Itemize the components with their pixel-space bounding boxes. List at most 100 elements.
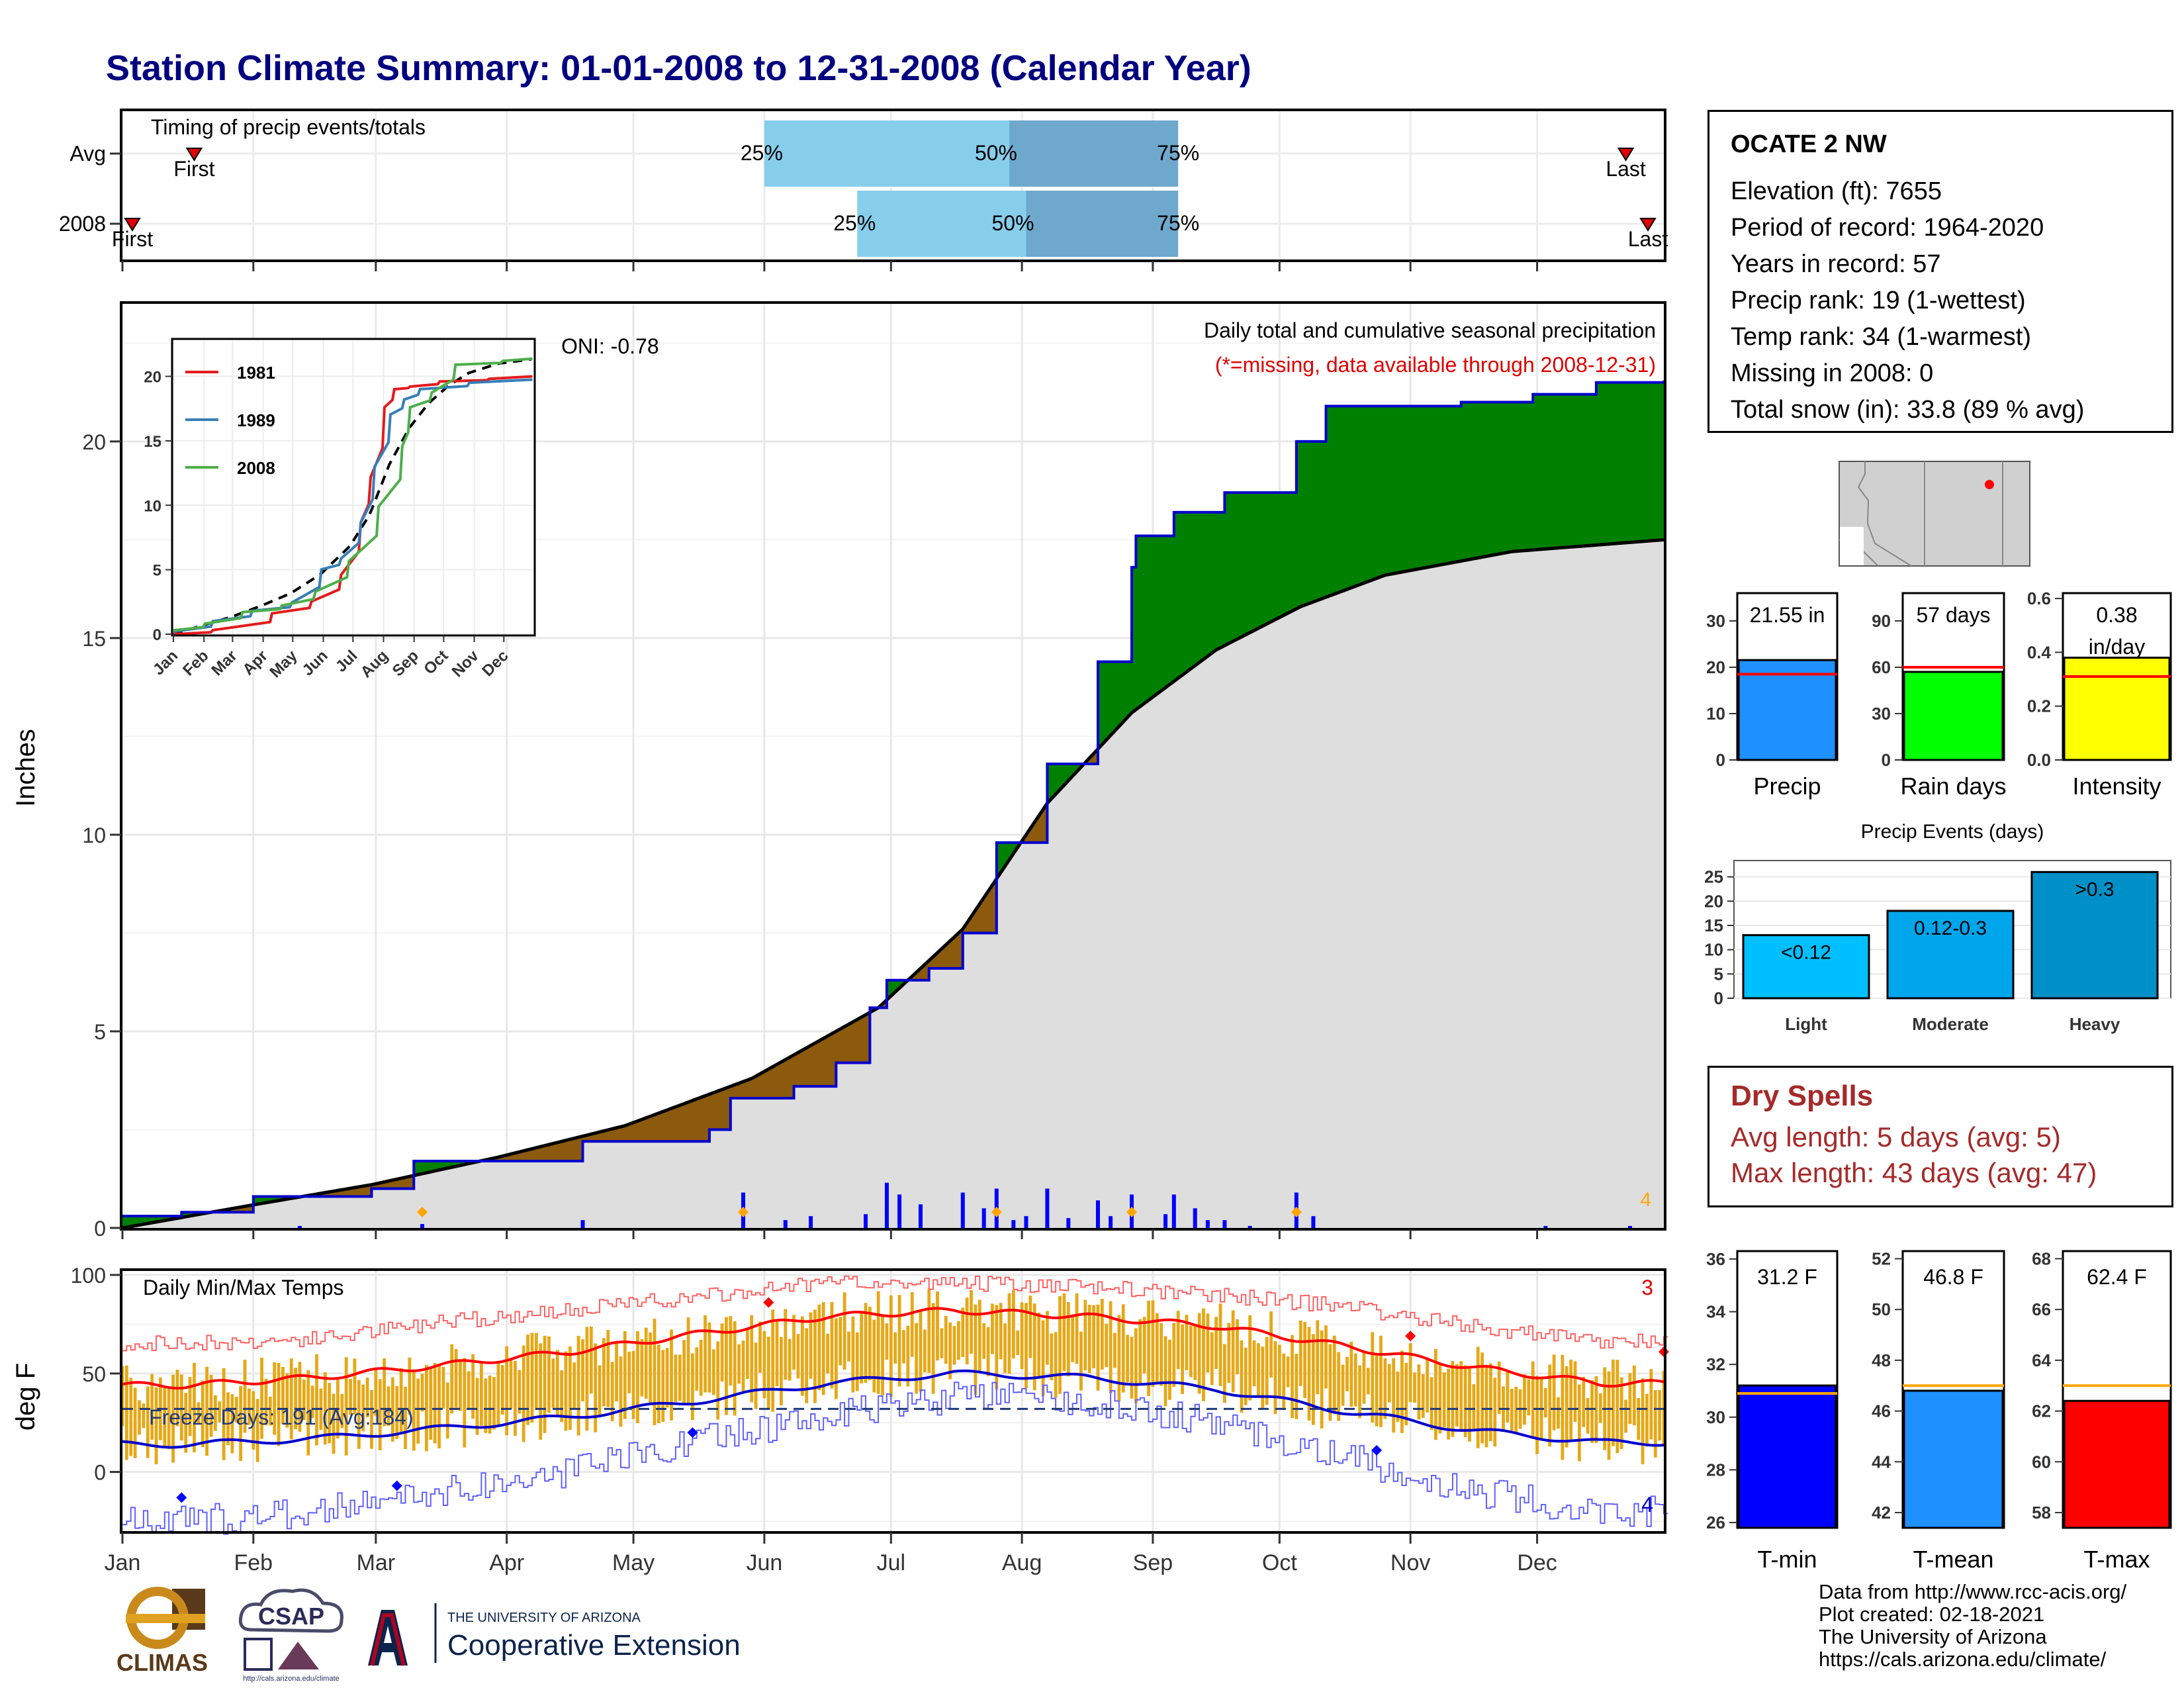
temp-day-bar <box>1552 1354 1556 1430</box>
temp-day-bar <box>1003 1323 1007 1374</box>
timing-bar-upper <box>1009 120 1179 187</box>
temp-day-bar <box>1417 1364 1421 1420</box>
temp-day-bar <box>1468 1367 1471 1442</box>
temp-day-bar <box>260 1358 263 1439</box>
temp-day-bar <box>1210 1332 1214 1385</box>
heavy-event-marker <box>737 1207 749 1217</box>
temp-day-bar <box>277 1362 281 1446</box>
dry-spells-avg: Avg length: 5 days (avg: 5) <box>1731 1121 2061 1152</box>
temp-day-bar <box>209 1374 213 1437</box>
temp-summary-tick-label: 42 <box>1872 1503 1891 1523</box>
month-label: Jul <box>877 1550 905 1575</box>
month-label: Apr <box>489 1550 524 1575</box>
summary-tick-label: 10 <box>1706 704 1725 724</box>
temp-day-bar <box>842 1292 846 1370</box>
temp-day-bar <box>670 1329 673 1421</box>
record-min-line <box>122 1382 1668 1535</box>
temp-summary-value-label: 31.2 F <box>1757 1265 1817 1289</box>
temp-day-bar <box>944 1315 948 1364</box>
temp-day-bar <box>1362 1352 1366 1404</box>
y-tick-label: 0 <box>94 1461 106 1485</box>
temp-day-bar <box>1573 1361 1577 1422</box>
temp-day-bar <box>310 1385 314 1419</box>
temp-day-bar <box>1341 1364 1345 1406</box>
temp-day-bar <box>627 1351 631 1393</box>
state-border <box>1857 461 1912 567</box>
temp-day-bar <box>1447 1368 1450 1440</box>
timing-panel: Timing of precip events/totals Avg 25% 50%… <box>59 109 1668 271</box>
temp-day-bar <box>179 1374 183 1441</box>
temp-day-bar <box>1430 1377 1433 1430</box>
heavy-event-marker <box>1291 1207 1302 1217</box>
temp-day-bar <box>1295 1354 1298 1419</box>
credit-line: Plot created: 02-18-2021 <box>1819 1603 2045 1626</box>
temp-day-bar <box>1096 1304 1100 1391</box>
temp-day-bar <box>298 1362 302 1432</box>
temp-day-bar <box>1303 1322 1307 1399</box>
temp-day-bar <box>644 1327 648 1399</box>
y-tick-label: 0 <box>94 1217 106 1241</box>
daily-precip-bar <box>1109 1216 1113 1228</box>
station-line: Precip rank: 19 (1-wettest) <box>1731 287 2026 314</box>
summary-bar <box>2063 657 2171 761</box>
temp-day-bar <box>640 1339 644 1397</box>
summary-tick-label: 90 <box>1872 611 1891 631</box>
temp-day-bar <box>766 1336 770 1409</box>
temp-day-bar <box>678 1354 682 1401</box>
timing-row-label: Avg <box>69 142 106 165</box>
precip-events-chart: Precip Events (days) 0 5 10 15 20 25 <0.12 Ligh… <box>1704 821 2171 1034</box>
summary-category-label: Precip <box>1753 773 1821 800</box>
temp-day-bar <box>885 1323 889 1360</box>
temp-day-bar <box>1197 1313 1201 1394</box>
temp-day-bar <box>1062 1293 1066 1372</box>
svg-text:CSAP: CSAP <box>258 1603 324 1630</box>
temp-day-bar <box>560 1370 564 1423</box>
temp-day-bar <box>788 1338 792 1381</box>
events-category-label: Heavy <box>2070 1014 2120 1034</box>
temp-day-bar <box>1442 1372 1446 1428</box>
temp-day-bar <box>1349 1341 1353 1407</box>
temp-summary-tick-label: 52 <box>1872 1249 1891 1269</box>
month-label: Dec <box>1517 1550 1557 1575</box>
temp-day-bar <box>805 1328 809 1403</box>
temp-day-bar <box>589 1326 593 1394</box>
timing-frame <box>120 109 1666 262</box>
summary-tick-label: 30 <box>1872 704 1891 724</box>
temp-day-bar <box>957 1321 960 1360</box>
summary-tick-label: 0 <box>1882 750 1891 770</box>
temp-summary-bar <box>1737 1384 1837 1529</box>
daily-precip-bar <box>981 1208 986 1228</box>
temp-day-bar <box>1426 1357 1430 1413</box>
temp-day-bar <box>268 1396 272 1426</box>
temp-day-bar <box>1383 1358 1387 1419</box>
temp-day-bar <box>222 1368 226 1460</box>
temp-day-bar <box>433 1362 437 1444</box>
temp-day-bar <box>340 1393 344 1429</box>
record-max-line <box>122 1275 1668 1352</box>
avg-min-line <box>122 1369 1664 1449</box>
svg-text:THE UNIVERSITY OF ARIZONA: THE UNIVERSITY OF ARIZONA <box>447 1611 641 1625</box>
heavy-event-marker <box>417 1207 428 1217</box>
temp-day-bar <box>213 1395 217 1431</box>
temp-day-bar <box>505 1346 509 1436</box>
events-tick-label: 10 <box>1704 940 1723 960</box>
temp-day-bar <box>184 1393 188 1453</box>
temp-day-bar <box>952 1326 956 1365</box>
temp-summary-tick-label: 28 <box>1706 1460 1725 1479</box>
station-line: Years in record: 57 <box>1731 250 1941 278</box>
temp-day-bar <box>902 1330 905 1364</box>
temp-day-bar <box>682 1340 686 1405</box>
daily-precip-bar <box>1095 1200 1100 1228</box>
temp-summary-value-label: 46.8 F <box>1923 1265 1983 1289</box>
temp-day-bar <box>1488 1363 1492 1442</box>
temp-day-bar <box>1109 1301 1113 1393</box>
temp-day-bar <box>171 1374 175 1463</box>
temp-day-bar <box>408 1357 412 1415</box>
temp-day-bar <box>910 1292 914 1357</box>
temp-day-bar <box>526 1335 529 1425</box>
legend-label: 1981 <box>237 363 275 383</box>
daily-precip-bar <box>1205 1220 1210 1228</box>
temp-day-bar <box>1577 1384 1581 1462</box>
temp-summary-tick-label: 50 <box>1872 1299 1891 1319</box>
temp-day-bar <box>847 1331 850 1362</box>
